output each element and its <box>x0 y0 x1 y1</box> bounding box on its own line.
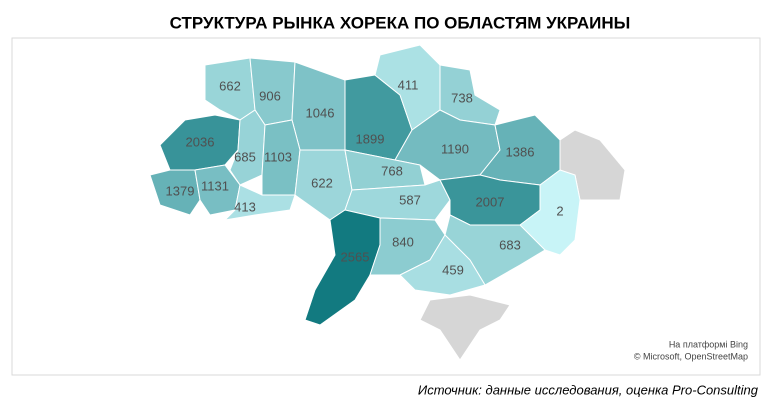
chart-title: СТРУКТУРА РЫНКА ХОРЕКА ПО ОБЛАСТЯМ УКРАИ… <box>170 13 631 32</box>
data-label: 683 <box>499 237 521 252</box>
data-label: 685 <box>234 149 256 164</box>
data-label: 622 <box>311 175 333 190</box>
source: Источник: данные исследования, оценка Pr… <box>418 382 759 397</box>
data-label: 768 <box>381 163 403 178</box>
region <box>399 234 486 296</box>
data-label: 587 <box>399 192 421 207</box>
no-data-region <box>419 294 511 361</box>
data-label: 413 <box>234 199 256 214</box>
data-label: 1131 <box>201 178 229 193</box>
data-label: 459 <box>442 262 464 277</box>
data-label: 1899 <box>356 131 385 146</box>
data-label: 906 <box>259 88 281 103</box>
data-label: 1046 <box>306 105 335 120</box>
region <box>519 169 581 256</box>
attribution: На платформі Bing <box>669 339 748 349</box>
data-label: 1379 <box>166 183 195 198</box>
data-label: 2565 <box>341 249 370 264</box>
data-label: 2036 <box>186 134 215 149</box>
regions: 662 906 1046 1899 411 738 1190 1386 2036 685 1103 1… <box>149 44 581 326</box>
data-label: 738 <box>451 90 473 105</box>
data-label: 411 <box>398 77 419 92</box>
region <box>304 209 381 326</box>
attribution: © Microsoft, OpenStreetMap <box>634 351 748 361</box>
region <box>344 149 426 191</box>
data-label: 1190 <box>441 141 469 156</box>
region <box>223 184 296 221</box>
data-label: 1386 <box>506 144 535 159</box>
data-label: 2007 <box>476 194 505 209</box>
region <box>229 109 266 186</box>
data-label: 662 <box>219 78 241 93</box>
data-label: 1103 <box>264 149 292 164</box>
data-label: 840 <box>392 234 414 249</box>
data-label: 2 <box>556 203 563 218</box>
